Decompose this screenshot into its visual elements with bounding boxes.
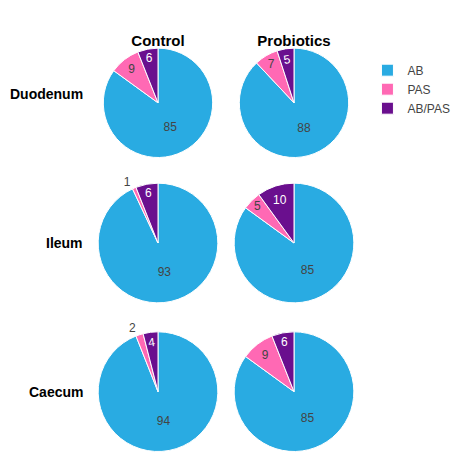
svg-text:9: 9	[262, 348, 269, 362]
svg-text:9: 9	[128, 62, 135, 76]
svg-text:Caecum: Caecum	[29, 384, 83, 400]
svg-text:94: 94	[157, 414, 171, 428]
svg-text:85: 85	[301, 411, 315, 425]
svg-text:6: 6	[146, 51, 153, 65]
svg-text:2: 2	[129, 321, 136, 335]
svg-text:6: 6	[145, 186, 152, 200]
svg-text:10: 10	[273, 193, 287, 207]
svg-text:AB/PAS: AB/PAS	[407, 102, 449, 116]
svg-text:5: 5	[283, 52, 292, 67]
svg-text:85: 85	[164, 120, 178, 134]
svg-text:6: 6	[281, 335, 288, 349]
svg-text:PAS: PAS	[407, 83, 430, 97]
svg-text:88: 88	[297, 121, 311, 135]
svg-text:93: 93	[158, 265, 172, 279]
svg-text:85: 85	[301, 263, 315, 277]
svg-text:1: 1	[124, 175, 131, 189]
svg-text:Ileum: Ileum	[46, 235, 83, 251]
svg-text:4: 4	[147, 335, 156, 350]
svg-text:7: 7	[268, 57, 275, 71]
svg-text:5: 5	[254, 199, 261, 213]
svg-text:Control: Control	[131, 32, 184, 49]
svg-text:AB: AB	[407, 64, 423, 78]
svg-text:Probiotics: Probiotics	[257, 32, 330, 49]
svg-text:Duodenum: Duodenum	[10, 86, 83, 102]
